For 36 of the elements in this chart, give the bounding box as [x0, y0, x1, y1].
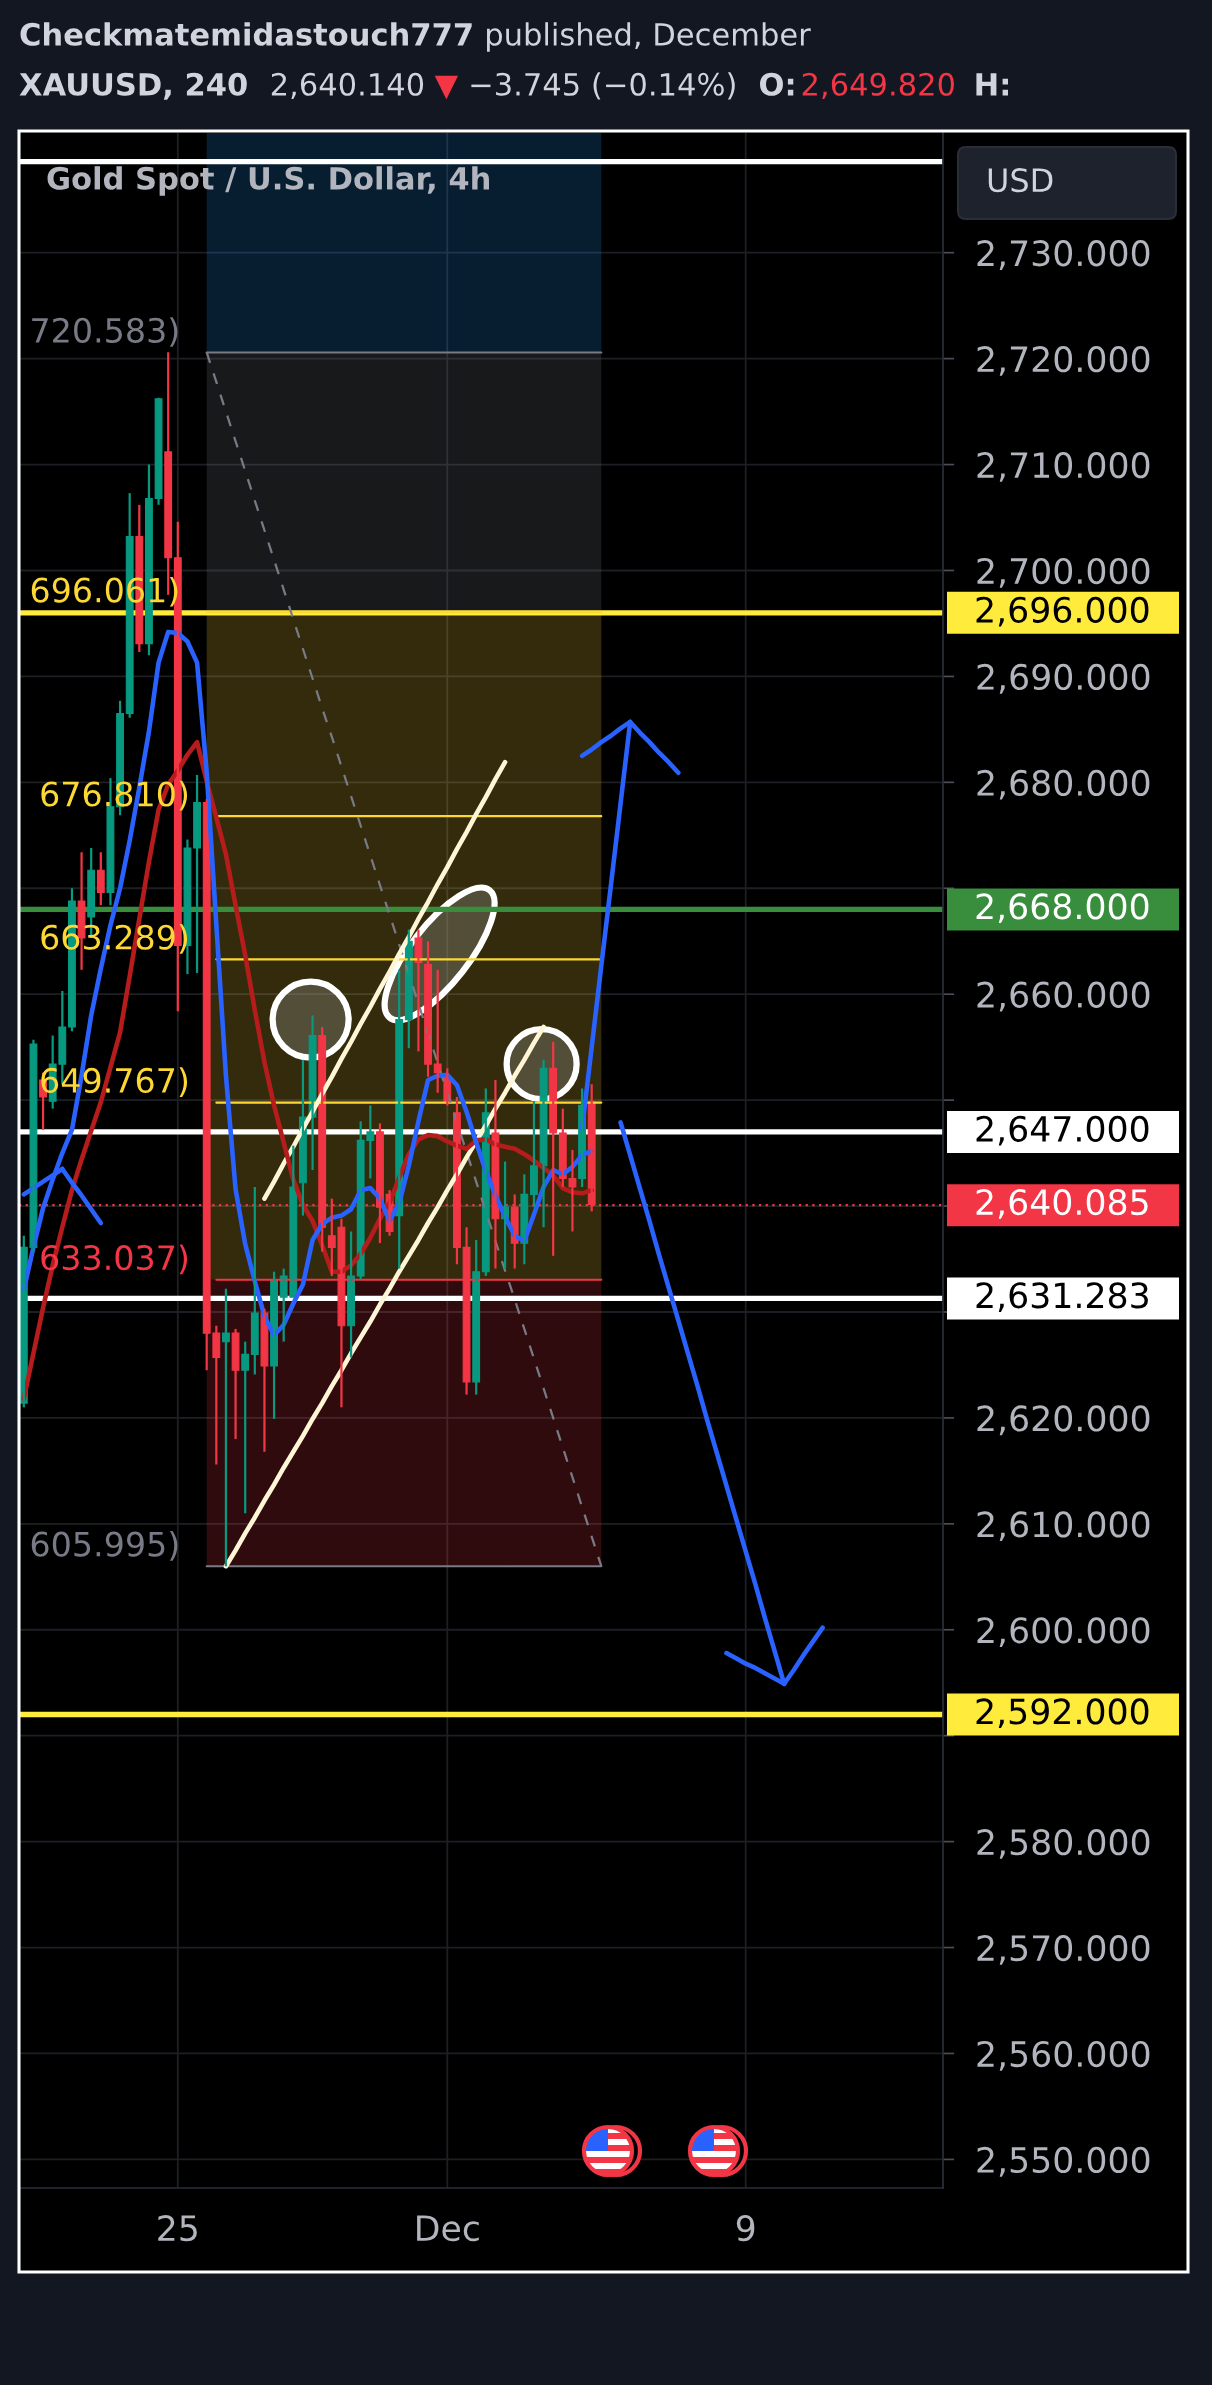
y-tick-label: 2,560.000: [977, 2040, 1150, 2071]
text: H:: [976, 73, 1008, 96]
y-tick-label: 2,720.000: [977, 346, 1150, 376]
y-tick-label: 2,580.000: [977, 1829, 1150, 1859]
series-label: 605.995): [31, 1530, 178, 1561]
y-tick-label: 2,620.000: [977, 1405, 1150, 1436]
y-tick-label: 2,610.000: [977, 1511, 1150, 1542]
ref-line-label: 2,631.283: [976, 1282, 1148, 1312]
text: published, December: [487, 22, 811, 52]
text: Gold Spot / U.S. Dollar, 4h: [47, 166, 489, 196]
text: USD: [988, 168, 1053, 193]
x-tick-label: Dec: [417, 2215, 479, 2242]
text: ▼: [434, 75, 459, 100]
text: −3.745 (−0.14%): [471, 72, 735, 100]
ref-line-label: 2,640.085: [976, 1188, 1148, 1219]
text: XAUUSD, 240: [19, 72, 247, 100]
y-tick-label: 2,570.000: [977, 1934, 1150, 1965]
x-tick-label: 9: [736, 2215, 755, 2242]
series-label: 720.583): [32, 317, 178, 347]
y-tick-label: 2,600.000: [977, 1617, 1150, 1647]
ref-line-label: 2,592.000: [976, 1698, 1149, 1729]
text: Checkmatemidastouch777: [20, 22, 472, 46]
text: 2,649.820: [802, 72, 954, 99]
y-tick-label: 2,730.000: [977, 240, 1150, 270]
text: O:: [760, 72, 794, 96]
ref-line-label: 2,668.000: [976, 893, 1149, 924]
y-tick-label: 2,550.000: [977, 2146, 1150, 2177]
y-tick-label: 2,700.000: [977, 557, 1150, 588]
y-tick-label: 2,660.000: [977, 981, 1150, 1012]
y-tick-label: 2,690.000: [977, 663, 1150, 694]
x-tick-label: 25: [158, 2215, 197, 2242]
ref-line-label: 2,647.000: [976, 1115, 1149, 1146]
ref-line-label: 2,696.000: [976, 596, 1149, 627]
y-tick-label: 2,680.000: [977, 769, 1150, 800]
text: 2,640.140: [271, 72, 424, 99]
y-tick-label: 2,710.000: [977, 451, 1150, 482]
